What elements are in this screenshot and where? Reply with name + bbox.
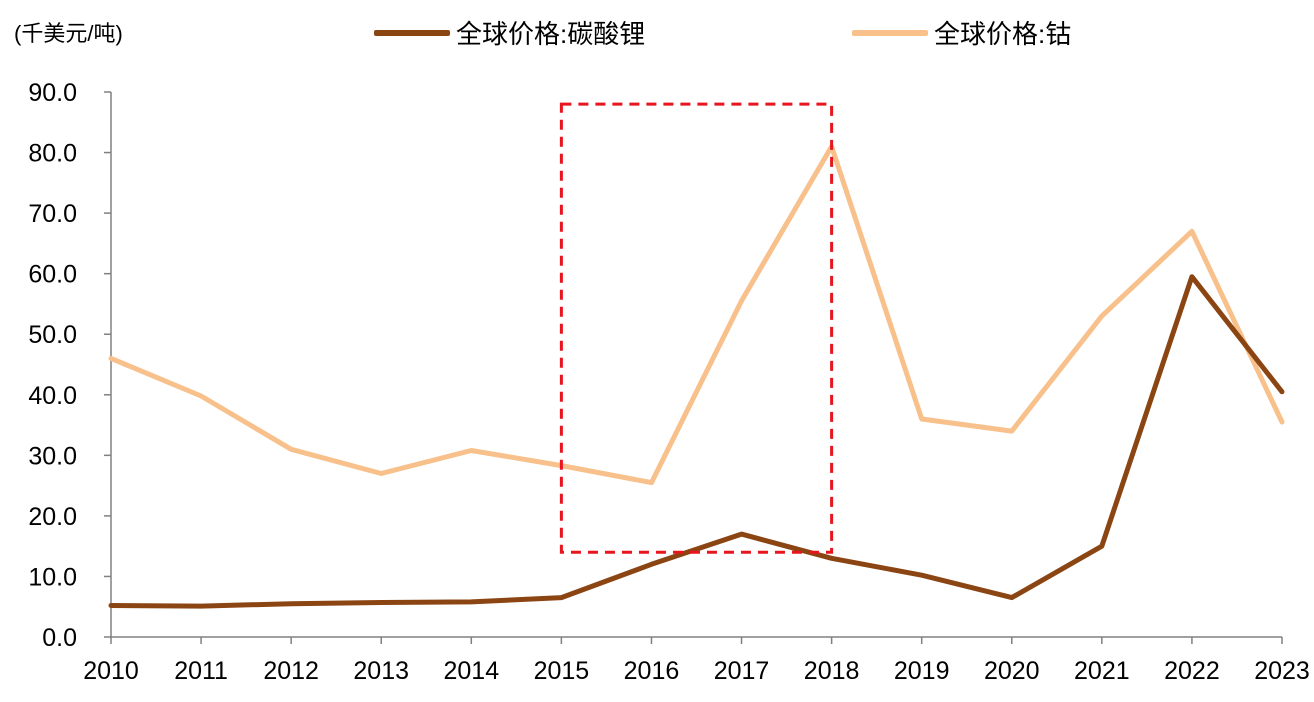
x-tick-label: 2023: [1254, 657, 1310, 685]
legend-label-cobalt: 全球价格:钴: [934, 19, 1072, 49]
series-line-cobalt: [108, 144, 1285, 486]
x-tick-label: 2016: [624, 657, 680, 685]
y-tick-label: 10.0: [28, 563, 77, 591]
x-tick-label: 2019: [894, 657, 950, 685]
x-tick-label: 2011: [174, 657, 228, 685]
y-tick-label: 40.0: [28, 382, 77, 410]
x-tick-label: 2010: [83, 657, 139, 685]
x-tick-label: 2021: [1074, 657, 1130, 685]
series-line-lithium-carbonate: [108, 274, 1285, 609]
x-tick-label: 2013: [353, 657, 409, 685]
y-tick-label: 30.0: [28, 442, 77, 470]
x-tick-label: 2022: [1164, 657, 1220, 685]
x-tick-label: 2020: [984, 657, 1040, 685]
y-tick-label: 80.0: [28, 140, 77, 168]
x-tick-label: 2017: [714, 657, 770, 685]
y-tick-label: 50.0: [28, 321, 77, 349]
y-tick-label: 90.0: [28, 79, 77, 107]
legend-swatch-cobalt: [852, 29, 928, 36]
y-tick-label: 0.0: [42, 624, 77, 652]
legend-item-lithium-carbonate: 全球价格:碳酸锂: [374, 14, 645, 51]
highlight-box: [559, 102, 834, 554]
y-tick-label: 20.0: [28, 503, 77, 531]
legend-swatch-lithium-carbonate: [374, 29, 450, 36]
y-tick-label: 60.0: [28, 261, 77, 289]
x-tick-label: 2018: [804, 657, 860, 685]
y-tick-label: 70.0: [28, 200, 77, 228]
x-tick-label: 2012: [263, 657, 319, 685]
y-axis-unit-label: (千美元/吨): [14, 21, 123, 46]
x-tick-label: 2014: [443, 657, 499, 685]
legend-item-cobalt: 全球价格:钴: [852, 14, 1071, 51]
x-tick-label: 2015: [534, 657, 590, 685]
legend-label-lithium-carbonate: 全球价格:碳酸锂: [456, 19, 646, 49]
